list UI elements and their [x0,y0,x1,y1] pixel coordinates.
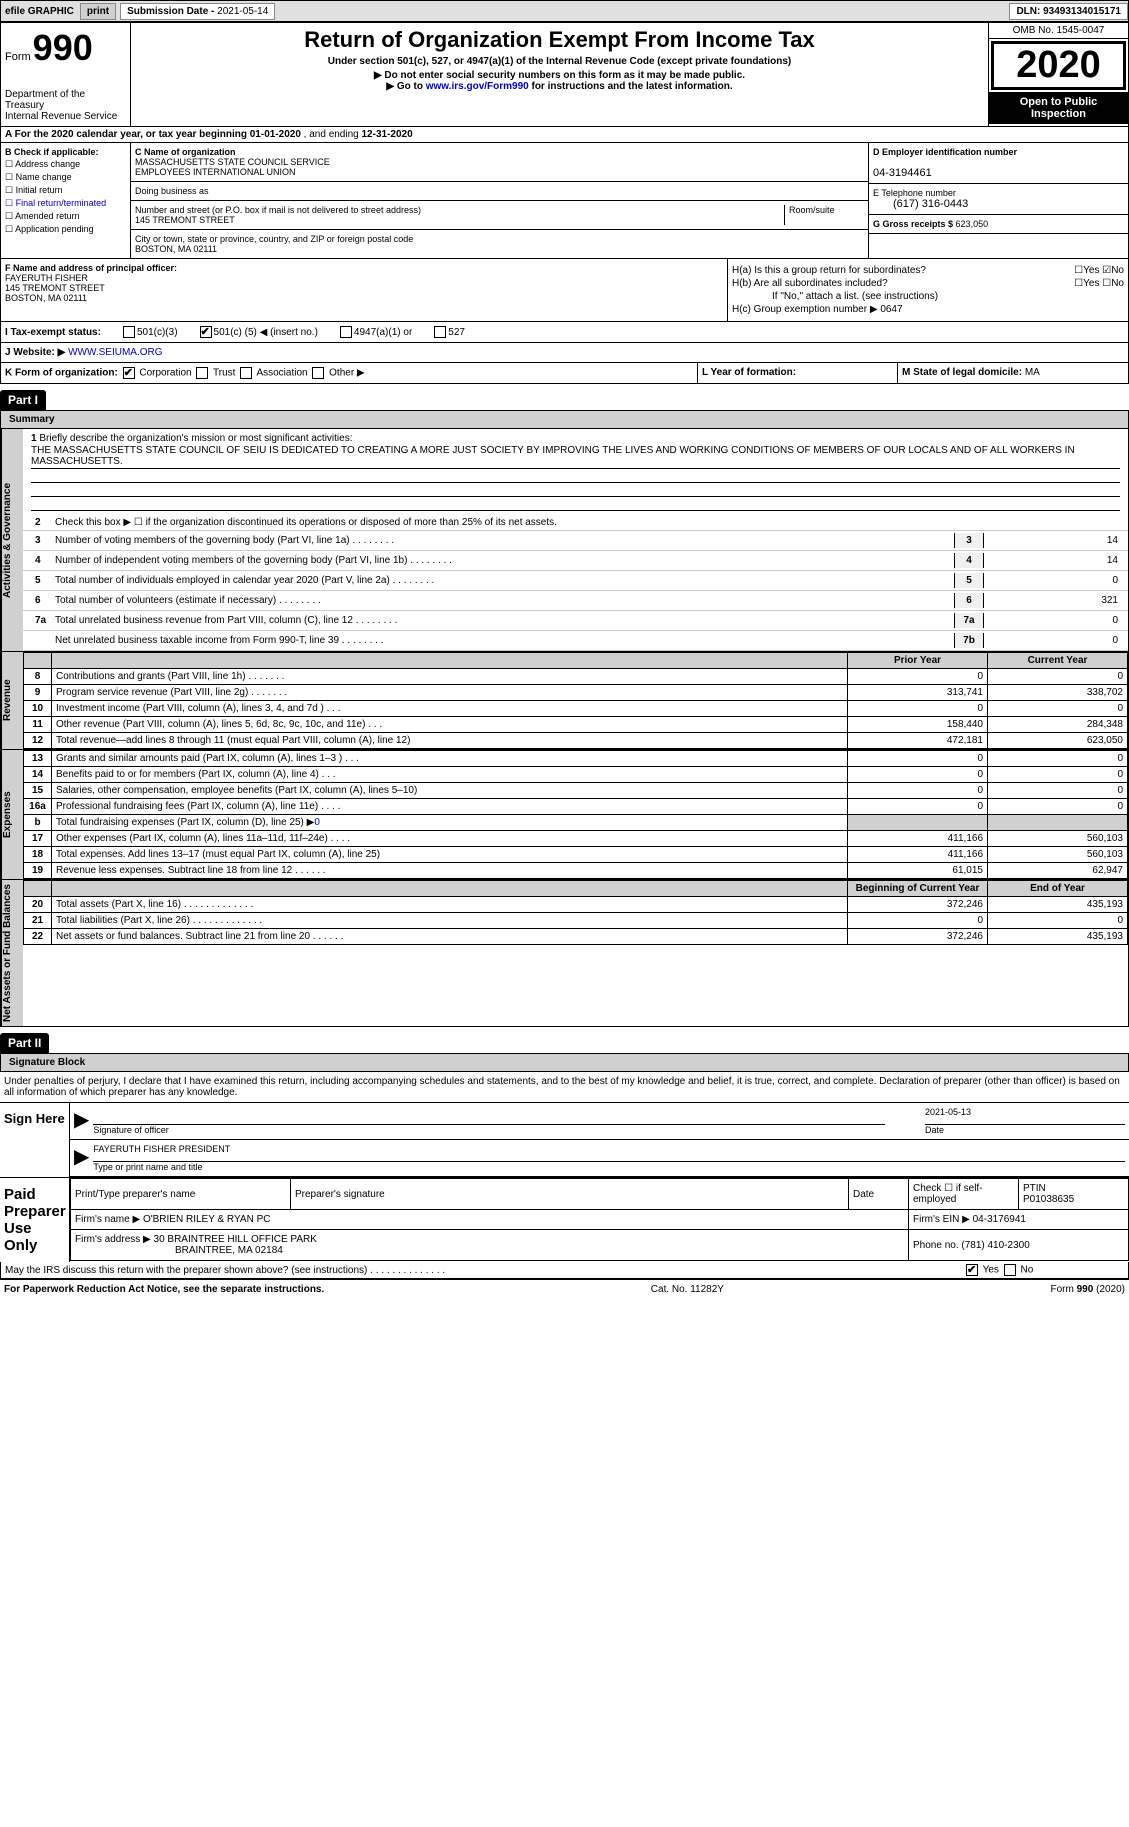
sign-here-label: Sign Here [0,1103,70,1177]
part2-title: Signature Block [0,1053,1129,1072]
sign-here-row: Sign Here ▶ Signature of officer 2021-05… [0,1102,1129,1177]
footer: For Paperwork Reduction Act Notice, see … [0,1279,1129,1299]
efile-label: efile GRAPHIC [1,6,78,17]
row-j: J Website: ▶ WWW.SEIUMA.ORG [0,343,1129,363]
row-i: I Tax-exempt status: 501(c)(3) 501(c) ( … [0,322,1129,343]
submission-date: Submission Date - 2021-05-14 [120,3,275,20]
part1-header: Part I [0,390,46,410]
part1-title: Summary [0,410,1129,429]
subtitle-3: ▶ Go to www.irs.gov/Form990 for instruct… [141,81,978,92]
form-header: Form 990 Department of the Treasury Inte… [0,22,1129,127]
row-fh: F Name and address of principal officer:… [0,259,1129,322]
col-h: H(a) Is this a group return for subordin… [728,259,1128,321]
top-bar: efile GRAPHIC print Submission Date - 20… [0,0,1129,22]
header-left: Form 990 Department of the Treasury Inte… [1,23,131,126]
expenses-section: Expenses 13Grants and similar amounts pa… [0,750,1129,880]
side-expenses: Expenses [1,750,23,879]
col-de: D Employer identification number04-31944… [868,143,1128,258]
side-revenue: Revenue [1,652,23,749]
revenue-section: Revenue Prior YearCurrent Year 8Contribu… [0,652,1129,750]
paid-preparer-label: Paid Preparer Use Only [0,1178,70,1262]
tax-year: 2020 [991,41,1126,90]
header-mid: Return of Organization Exempt From Incom… [131,23,988,126]
form-word: Form [5,51,31,63]
omb-number: OMB No. 1545-0047 [989,23,1128,39]
subtitle-1: Under section 501(c), 527, or 4947(a)(1)… [141,56,978,67]
header-right: OMB No. 1545-0047 2020 Open to Public In… [988,23,1128,126]
cat-number: Cat. No. 11282Y [651,1284,724,1295]
side-governance: Activities & Governance [1,429,23,651]
form-number: 990 [33,27,93,69]
discuss-line: May the IRS discuss this return with the… [0,1262,1129,1279]
form-label: Form 990 (2020) [1051,1284,1125,1295]
part2-header: Part II [0,1033,49,1053]
open-inspection: Open to Public Inspection [989,92,1128,124]
line-a: A For the 2020 calendar year, or tax yea… [0,127,1129,143]
dept-label: Department of the Treasury Internal Reve… [5,89,126,122]
governance-section: Activities & Governance 1 Briefly descri… [0,429,1129,652]
website-link[interactable]: WWW.SEIUMA.ORG [68,347,162,358]
pra-notice: For Paperwork Reduction Act Notice, see … [4,1284,324,1295]
dln: DLN: 93493134015171 [1009,3,1128,20]
declaration-text: Under penalties of perjury, I declare th… [0,1072,1129,1102]
col-f: F Name and address of principal officer:… [1,259,728,321]
col-c: C Name of organization MASSACHUSETTS STA… [131,143,868,258]
irs-link[interactable]: www.irs.gov/Form990 [426,81,529,92]
col-b: B Check if applicable: ☐ Address change … [1,143,131,258]
subtitle-2: ▶ Do not enter social security numbers o… [141,70,978,81]
form-title: Return of Organization Exempt From Incom… [141,27,978,53]
paid-preparer-row: Paid Preparer Use Only Print/Type prepar… [0,1177,1129,1262]
row-kl: K Form of organization: Corporation Trus… [0,363,1129,384]
side-netassets: Net Assets or Fund Balances [1,880,23,1026]
print-button[interactable]: print [80,3,116,20]
netassets-section: Net Assets or Fund Balances Beginning of… [0,880,1129,1027]
info-grid: B Check if applicable: ☐ Address change … [0,143,1129,259]
